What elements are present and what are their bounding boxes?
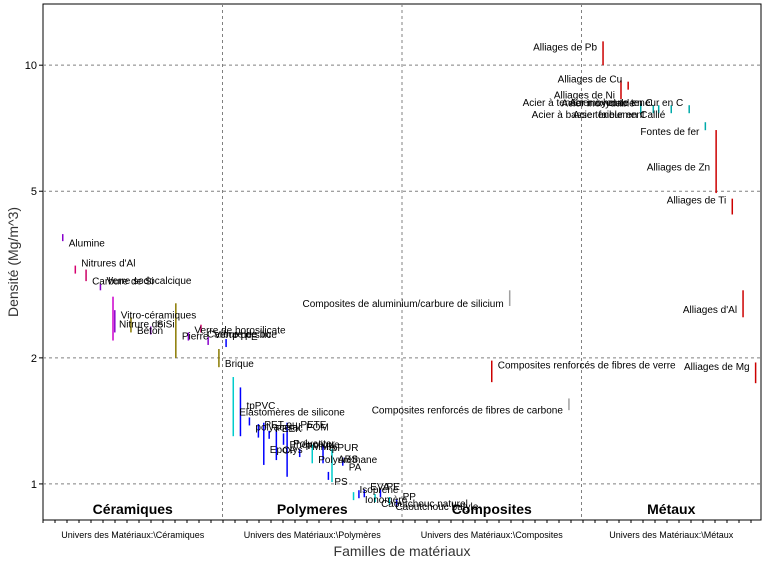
category-name: Céramiques bbox=[93, 501, 173, 517]
material-label: Carbure de bo bbox=[207, 330, 271, 341]
material-label: Elastomères de silicone bbox=[239, 408, 345, 419]
material-label: Alliages de Zn bbox=[647, 163, 710, 174]
material-label: Carbure de Si bbox=[92, 276, 154, 287]
material-label: PMMA bbox=[306, 442, 336, 453]
material-label: Isoprène bbox=[360, 485, 399, 496]
material-label: Alumine bbox=[69, 239, 106, 250]
material-label: Nitrure de Si bbox=[119, 320, 175, 331]
material-label: Béton bbox=[137, 326, 163, 337]
grid-lines bbox=[43, 4, 761, 520]
material-label: Acier à basse teneur en C bbox=[532, 110, 648, 121]
material-label: Alliages d'Al bbox=[683, 305, 737, 316]
x-axis-label: Familles de matériaux bbox=[334, 543, 471, 559]
material-label: Alliages de Ni bbox=[554, 91, 615, 102]
material-label: Si bbox=[157, 319, 166, 330]
material-label: Phénolique bbox=[290, 440, 340, 451]
material-label: PA bbox=[349, 463, 362, 474]
material-label: Nitrures d'Al bbox=[81, 259, 135, 270]
material-label: Fontes de fer bbox=[640, 127, 700, 138]
material-label: Vitro-céramiques bbox=[121, 310, 196, 321]
material-label: EVA bbox=[370, 482, 390, 493]
material-ranges bbox=[61, 41, 757, 508]
material-label: Verre de borosilicate bbox=[194, 325, 286, 336]
y-tick-label: 10 bbox=[25, 60, 37, 72]
material-label: Pierre bbox=[182, 332, 209, 343]
y-tick-label: 2 bbox=[31, 353, 37, 365]
material-label: Alliages de Pb bbox=[533, 42, 597, 53]
material-label: tpPVC bbox=[246, 401, 275, 412]
y-tick-label: 5 bbox=[31, 186, 37, 198]
category-names: Céramiques Polymeres Composites Métaux bbox=[93, 501, 696, 517]
material-label: Verre de silice bbox=[214, 330, 277, 341]
material-label: Acier inoxydable bbox=[561, 98, 635, 109]
material-label: PEEK bbox=[275, 424, 302, 435]
x-axis-ticks: Univers des Matériaux:\Céramiques Univers… bbox=[42, 520, 752, 540]
material-label: PP bbox=[403, 492, 417, 503]
category-name: Polymeres bbox=[277, 501, 348, 517]
category-name: Composites bbox=[452, 501, 532, 517]
material-label: PE bbox=[386, 482, 400, 493]
material-label: Composites renforcés de fibres de verre bbox=[498, 360, 676, 371]
material-label: Ionomère bbox=[365, 495, 408, 506]
y-axis-ticks: 1 2 5 10 bbox=[25, 60, 43, 491]
y-axis-label: Densité (Mg/m^3) bbox=[5, 207, 21, 317]
material-label: Composites de aluminium/carbure de silic… bbox=[302, 299, 503, 310]
material-labels: Carbure de tungstèneAlumineNitrures d'Al… bbox=[69, 42, 750, 513]
material-label: Polyester bbox=[293, 439, 335, 450]
x-tick-label: Univers des Matériaux:\Composites bbox=[421, 530, 564, 540]
material-label: Acier à teneur moyenne en C bbox=[523, 98, 653, 109]
material-label: Acier à haute teneur en C bbox=[569, 98, 683, 109]
material-label: ABS bbox=[338, 455, 358, 466]
x-tick-label: Univers des Matériaux:\Polymères bbox=[244, 530, 382, 540]
material-label: PTFE bbox=[232, 332, 258, 343]
material-label: Caoutchouc naturel bbox=[381, 499, 468, 510]
category-name: Métaux bbox=[647, 501, 695, 517]
material-label: PS bbox=[334, 477, 348, 488]
material-label: Caoutchouc butyle bbox=[395, 502, 478, 513]
material-label: Verre sodocalcique bbox=[106, 276, 191, 287]
material-label: tpPUR bbox=[329, 443, 358, 454]
material-label: Alliages de Cu bbox=[558, 75, 622, 86]
material-label: CP bbox=[282, 446, 296, 457]
material-label: Acier faiblement allié bbox=[573, 110, 666, 121]
x-tick-label: Univers des Matériaux:\Métaux bbox=[609, 530, 734, 540]
material-label: Polyuréthane bbox=[318, 455, 377, 466]
material-label: Composites renforcés de fibres de carbon… bbox=[372, 405, 564, 416]
y-tick-label: 1 bbox=[31, 479, 37, 491]
material-label: Alliages de Ti bbox=[667, 196, 726, 207]
material-label: Alliages de Mg bbox=[684, 362, 750, 373]
material-label: Epoxys bbox=[270, 445, 303, 456]
material-label: PET ou PETE bbox=[264, 420, 326, 431]
material-label: Brique bbox=[225, 359, 254, 370]
x-tick-label: Univers des Matériaux:\Céramiques bbox=[61, 530, 205, 540]
material-label: polyacétal. POM bbox=[255, 422, 328, 433]
